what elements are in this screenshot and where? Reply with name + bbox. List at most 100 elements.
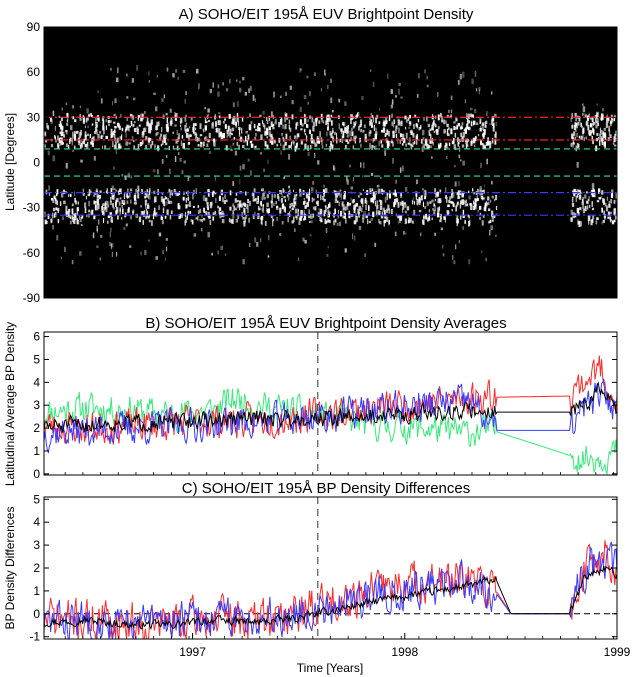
- brightpoint: [400, 96, 403, 99]
- brightpoint: [257, 213, 260, 219]
- brightpoint: [437, 198, 439, 204]
- brightpoint: [318, 120, 321, 124]
- brightpoint: [475, 122, 479, 125]
- brightpoint: [145, 216, 147, 220]
- brightpoint: [197, 210, 200, 214]
- brightpoint: [383, 126, 385, 132]
- x-tick-label: 1997: [179, 645, 206, 659]
- brightpoint: [148, 195, 151, 200]
- brightpoint: [613, 115, 616, 119]
- brightpoint: [400, 121, 403, 127]
- brightpoint: [207, 113, 209, 116]
- brightpoint: [467, 214, 470, 217]
- brightpoint: [306, 124, 309, 128]
- brightpoint: [167, 200, 171, 204]
- brightpoint: [169, 108, 172, 113]
- brightpoint: [418, 197, 421, 201]
- brightpoint: [293, 194, 297, 200]
- brightpoint: [606, 196, 608, 201]
- brightpoint: [450, 109, 453, 114]
- brightpoint: [453, 144, 456, 150]
- x-tick-label: 1999: [604, 645, 631, 659]
- brightpoint: [89, 134, 91, 138]
- brightpoint: [572, 190, 575, 194]
- brightpoint: [193, 128, 195, 134]
- brightpoint: [195, 127, 197, 131]
- brightpoint: [575, 129, 577, 132]
- brightpoint: [204, 124, 207, 130]
- brightpoint: [195, 217, 198, 220]
- brightpoint: [439, 142, 442, 148]
- brightpoint: [315, 143, 318, 147]
- brightpoint: [209, 88, 212, 94]
- brightpoint: [377, 188, 381, 194]
- brightpoint: [488, 208, 491, 212]
- brightpoint: [78, 133, 81, 139]
- brightpoint: [62, 189, 66, 194]
- brightpoint: [109, 231, 111, 238]
- brightpoint: [165, 124, 169, 129]
- brightpoint: [334, 208, 336, 214]
- brightpoint: [250, 170, 252, 176]
- brightpoint: [69, 139, 71, 144]
- brightpoint: [357, 112, 360, 117]
- brightpoint: [156, 75, 158, 78]
- brightpoint: [159, 136, 162, 141]
- brightpoint: [441, 119, 443, 123]
- brightpoint: [255, 128, 258, 132]
- brightpoint: [338, 98, 341, 103]
- brightpoint: [422, 201, 424, 207]
- brightpoint: [102, 125, 104, 131]
- brightpoint: [485, 120, 488, 124]
- brightpoint: [179, 157, 182, 162]
- brightpoint: [597, 123, 599, 126]
- brightpoint: [54, 212, 57, 217]
- brightpoint: [217, 250, 219, 255]
- panel-a-latitude-lines: [44, 116, 617, 216]
- brightpoint: [439, 198, 442, 204]
- y-tick-label: 0: [33, 156, 40, 170]
- brightpoint: [197, 137, 200, 142]
- brightpoint: [494, 134, 497, 138]
- brightpoint: [80, 224, 83, 226]
- brightpoint: [123, 226, 126, 230]
- brightpoint: [79, 215, 80, 220]
- brightpoint: [369, 117, 371, 121]
- brightpoint: [358, 195, 360, 198]
- brightpoint: [484, 123, 487, 128]
- brightpoint: [69, 125, 73, 131]
- brightpoint: [459, 203, 462, 209]
- brightpoint: [610, 211, 612, 215]
- brightpoint: [374, 145, 376, 150]
- brightpoint: [314, 122, 317, 127]
- brightpoint: [314, 119, 316, 122]
- brightpoint: [187, 211, 189, 216]
- brightpoint: [586, 115, 589, 121]
- brightpoint: [447, 204, 450, 207]
- brightpoint: [407, 142, 410, 145]
- brightpoint: [348, 202, 352, 206]
- brightpoint: [202, 141, 205, 146]
- brightpoint: [584, 194, 587, 199]
- brightpoint: [267, 159, 269, 165]
- brightpoint: [495, 122, 498, 126]
- brightpoint: [325, 120, 327, 126]
- brightpoint: [489, 219, 492, 224]
- brightpoint: [254, 145, 256, 149]
- brightpoint: [311, 141, 313, 144]
- brightpoint: [405, 218, 407, 224]
- brightpoint: [607, 216, 610, 219]
- brightpoint: [294, 135, 297, 139]
- brightpoint: [416, 203, 418, 206]
- brightpoint: [47, 213, 50, 219]
- brightpoint: [84, 144, 88, 148]
- brightpoint: [383, 190, 385, 194]
- brightpoint: [177, 76, 180, 80]
- brightpoint: [299, 119, 302, 126]
- brightpoint: [254, 237, 257, 243]
- brightpoint: [175, 116, 177, 122]
- brightpoint: [217, 119, 220, 125]
- brightpoint: [79, 251, 82, 256]
- brightpoint: [229, 132, 231, 138]
